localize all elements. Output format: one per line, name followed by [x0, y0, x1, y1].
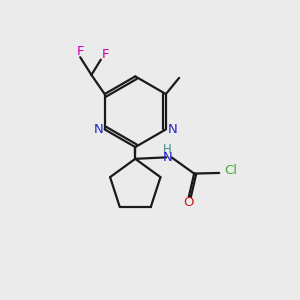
Text: Cl: Cl: [224, 164, 237, 177]
Text: O: O: [184, 196, 194, 209]
Text: N: N: [163, 151, 172, 164]
Text: F: F: [76, 45, 84, 58]
Text: F: F: [101, 48, 109, 61]
Text: N: N: [167, 123, 177, 136]
Text: H: H: [163, 142, 172, 156]
Text: N: N: [93, 123, 103, 136]
